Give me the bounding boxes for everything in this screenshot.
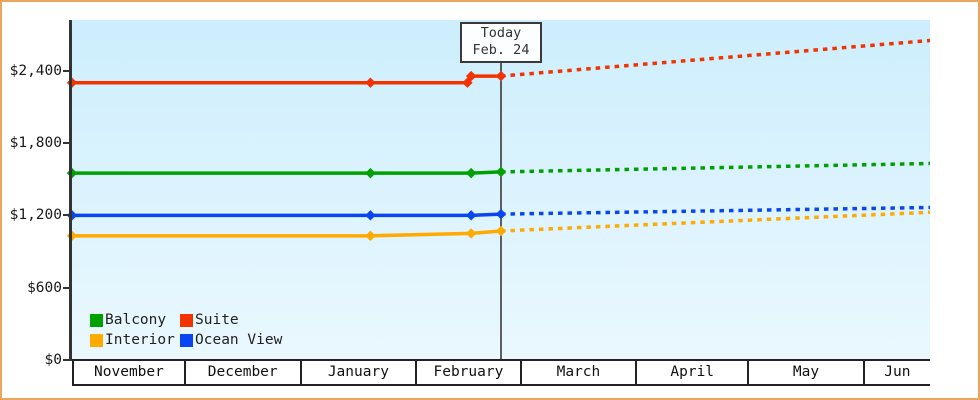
y-axis-tick <box>63 359 72 361</box>
series-marker-suite <box>462 77 473 88</box>
series-marker-ocean-view <box>495 208 507 220</box>
today-annotation-box: Today Feb. 24 <box>460 22 542 63</box>
series-marker-ocean-view <box>66 210 78 221</box>
series-marker-balcony <box>495 166 507 178</box>
y-axis-tick <box>63 214 72 217</box>
series-line-balcony <box>72 170 502 175</box>
legend-swatch-icon <box>180 313 193 327</box>
series-marker-interior <box>365 230 376 242</box>
month-cell-may: May <box>747 361 863 384</box>
y-axis-label: $2,400 <box>9 62 62 79</box>
series-marker-ocean-view <box>365 210 376 221</box>
today-date: Feb. 24 <box>472 42 530 58</box>
y-axis-label: $1,800 <box>9 134 62 151</box>
series-line-interior <box>72 229 502 238</box>
chart-legend: Balcony Suite Interior Ocean View <box>90 310 282 350</box>
month-cell-jun: Jun <box>862 361 930 384</box>
y-axis-tick <box>63 69 72 72</box>
today-label: Today <box>480 25 522 41</box>
series-marker-balcony <box>365 167 376 179</box>
series-marker-ocean-view <box>465 210 477 221</box>
y-axis-label: $600 <box>27 279 62 296</box>
y-axis-tick <box>63 141 72 144</box>
x-axis-month-row: November December January February March Apri… <box>72 359 930 386</box>
legend-swatch-icon <box>180 333 193 347</box>
series-marker-suite <box>465 70 477 82</box>
legend-label: Suite <box>195 312 239 328</box>
y-axis-line <box>69 20 72 360</box>
legend-swatch-icon <box>90 333 103 347</box>
series-marker-interior <box>495 225 507 237</box>
legend-item-ocean-view: Ocean View <box>180 330 282 350</box>
legend-label: Interior <box>105 332 175 348</box>
month-cell-november: November <box>72 361 184 384</box>
series-marker-suite <box>495 70 507 82</box>
month-cell-february: February <box>415 361 519 384</box>
legend-label: Balcony <box>105 312 167 328</box>
series-marker-suite <box>365 77 376 88</box>
month-cell-march: March <box>519 361 636 384</box>
y-axis-label: $1,200 <box>9 207 62 224</box>
legend-item-interior: Interior <box>90 330 180 350</box>
series-marker-balcony <box>465 167 477 179</box>
series-line-ocean-view <box>72 212 502 218</box>
legend-item-balcony: Balcony <box>90 310 180 330</box>
y-axis-label: $0 <box>44 352 62 368</box>
month-cell-december: December <box>183 361 300 384</box>
y-axis-tick <box>63 286 72 289</box>
series-marker-interior <box>465 228 477 239</box>
legend-swatch-icon <box>90 313 103 327</box>
legend-label: Ocean View <box>195 332 283 348</box>
month-cell-january: January <box>299 361 416 384</box>
month-cell-april: April <box>635 361 747 384</box>
legend-item-suite: Suite <box>180 310 282 330</box>
